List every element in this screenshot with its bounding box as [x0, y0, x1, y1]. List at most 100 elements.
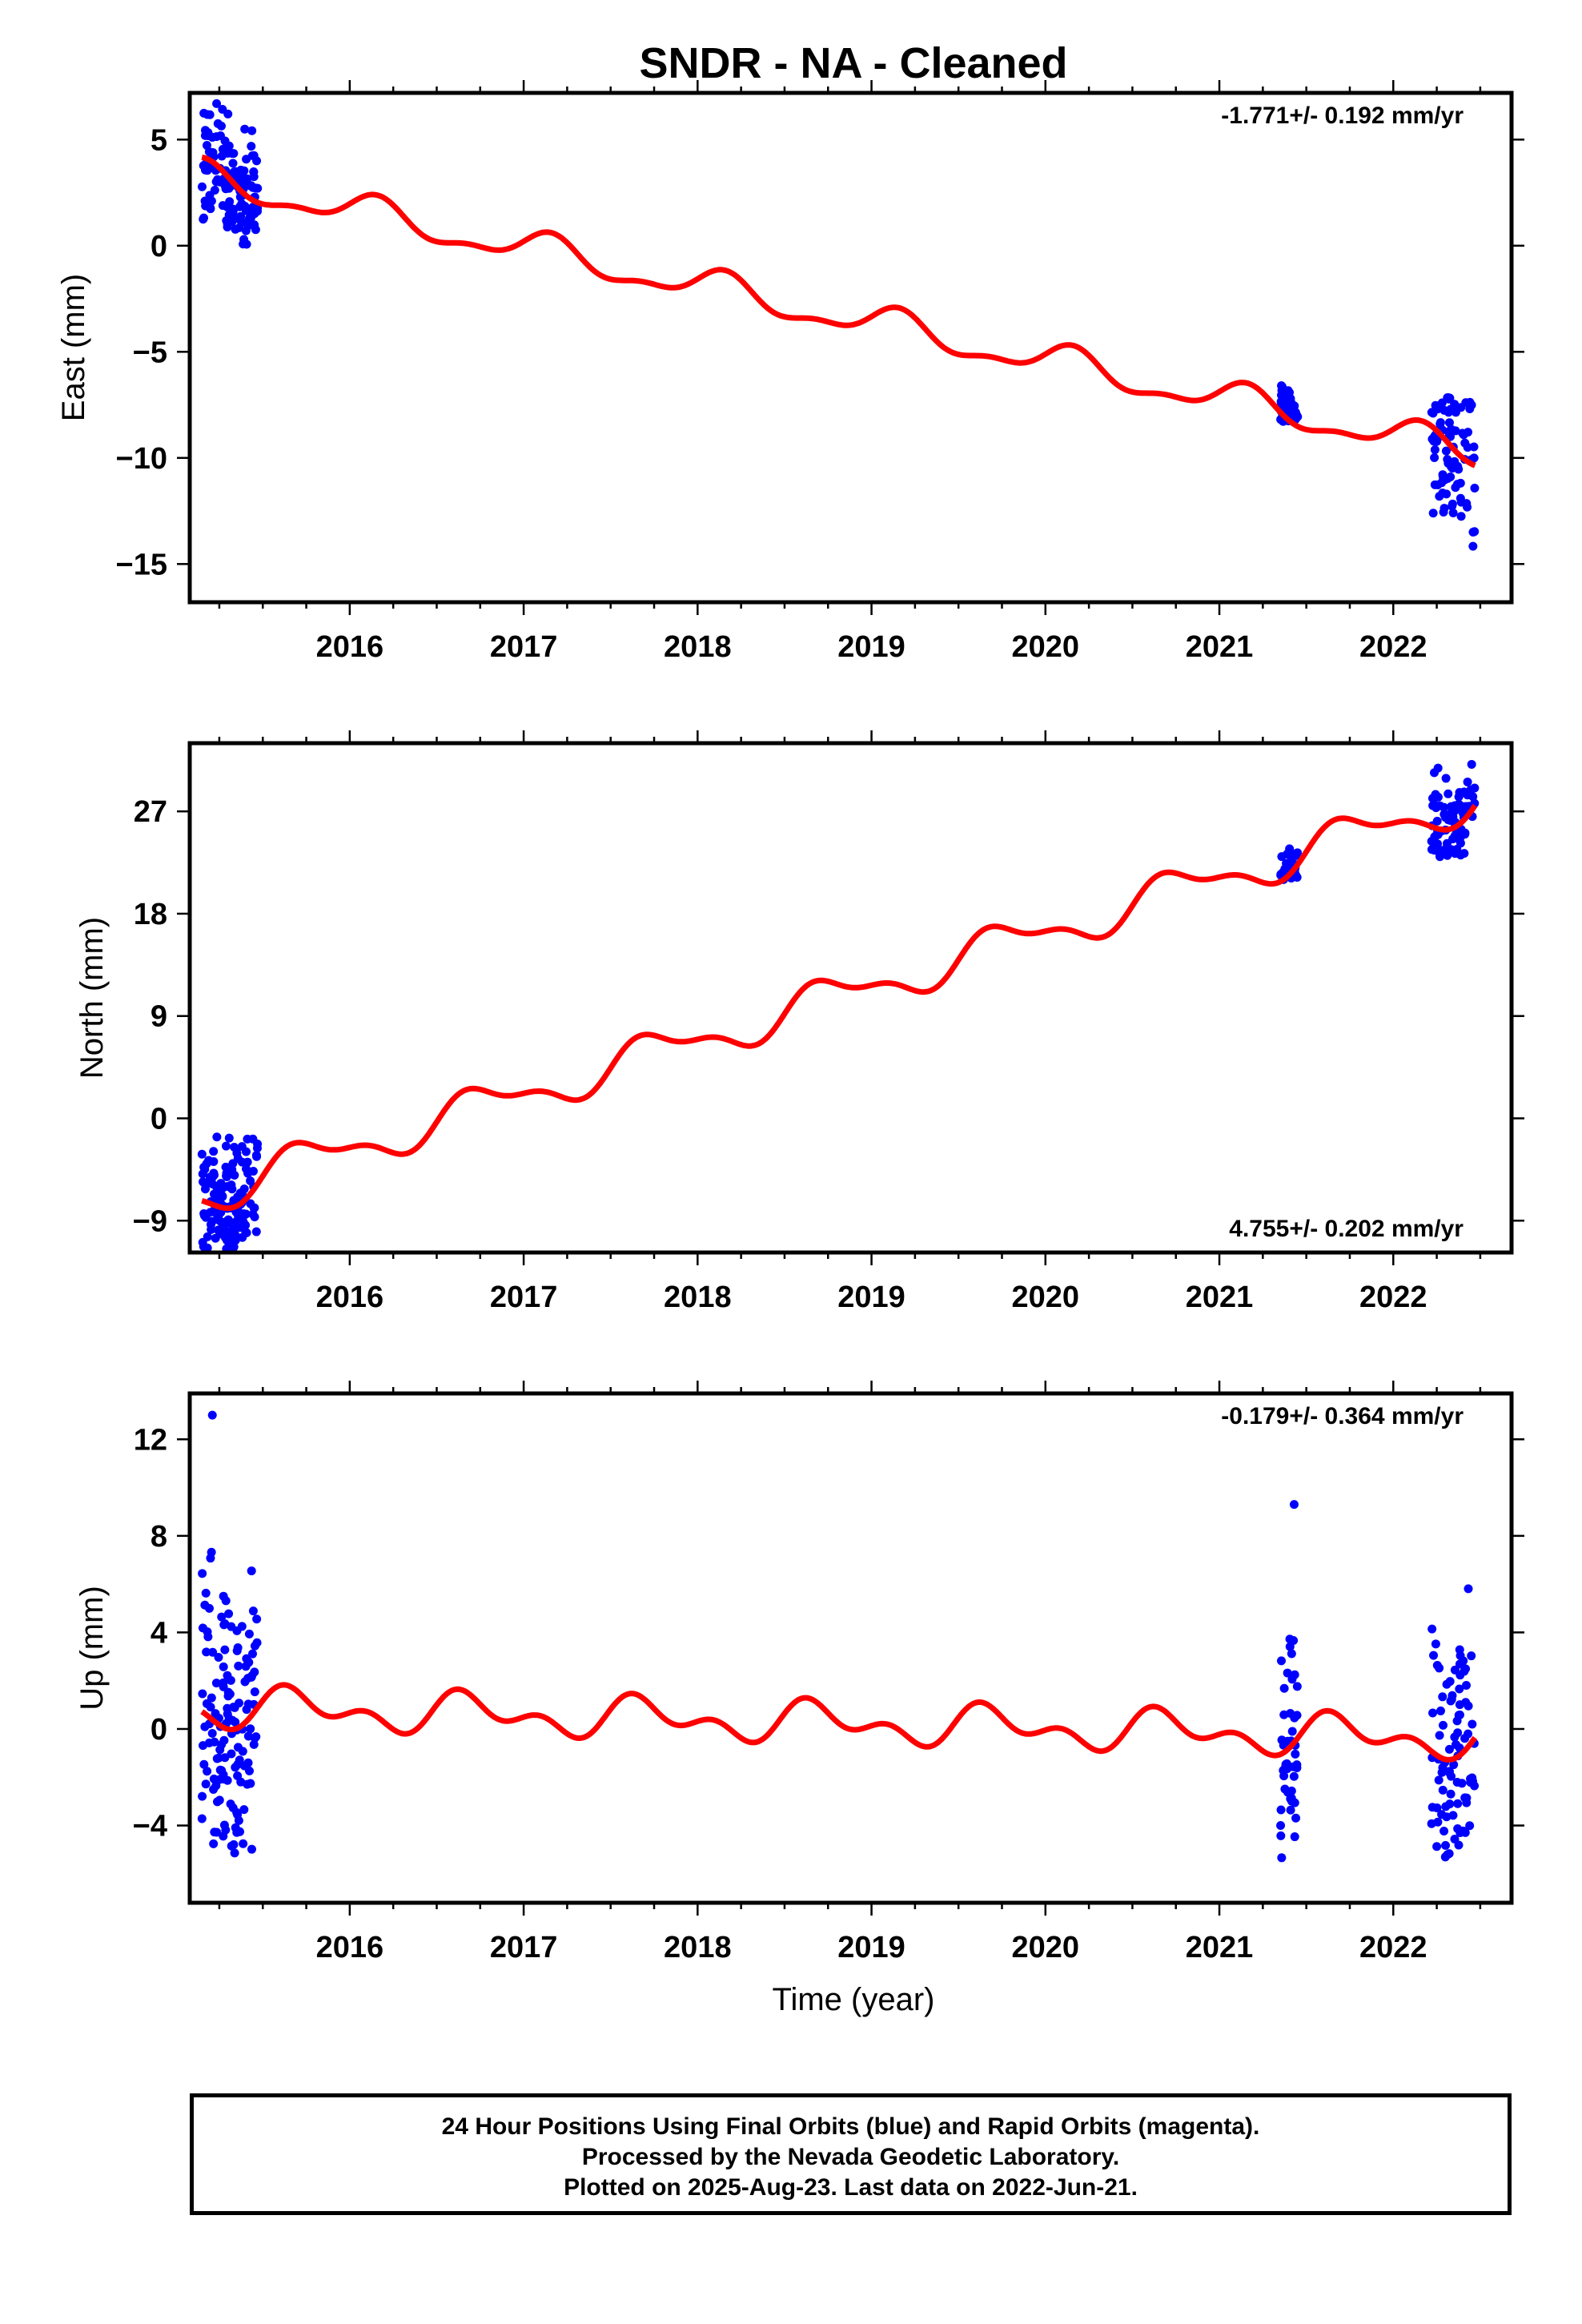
data-point [251, 1151, 261, 1160]
data-point [230, 1170, 239, 1180]
data-point [231, 224, 240, 234]
data-point [212, 1188, 222, 1198]
data-point [197, 1149, 207, 1159]
data-point [1435, 492, 1444, 501]
data-point [223, 109, 233, 119]
data-point [244, 214, 254, 223]
data-points [197, 759, 1480, 1252]
data-point [203, 1767, 212, 1776]
data-point [251, 225, 260, 235]
y-tick-label: 9 [151, 1000, 167, 1034]
y-tick-label: 8 [151, 1520, 167, 1554]
data-point [1443, 789, 1453, 798]
data-point [1291, 1749, 1300, 1759]
data-point [1439, 1826, 1449, 1835]
data-point [225, 197, 235, 207]
data-point [247, 151, 257, 160]
data-point [1285, 1642, 1295, 1651]
data-point [223, 219, 232, 229]
data-point [219, 1735, 229, 1745]
data-point [250, 1687, 259, 1697]
data-point [246, 1176, 255, 1185]
data-point [216, 121, 226, 131]
data-point [1429, 1651, 1439, 1660]
data-point [1443, 408, 1453, 417]
data-point [237, 1142, 247, 1152]
data-point [218, 144, 227, 154]
data-point [214, 1212, 223, 1222]
data-point [1455, 787, 1464, 797]
data-point [1286, 1794, 1295, 1803]
y-tick-label: 12 [134, 1423, 167, 1457]
panel-frame [187, 741, 1514, 1255]
data-point [246, 1724, 255, 1734]
data-point [207, 196, 216, 206]
data-point [209, 1156, 219, 1166]
data-point [1452, 480, 1462, 489]
data-point [206, 1703, 215, 1712]
y-tick-label: 4 [151, 1616, 167, 1650]
data-point [1279, 1771, 1289, 1781]
data-point [228, 159, 238, 168]
data-point [215, 1745, 225, 1755]
data-point [1468, 1776, 1477, 1786]
data-point [1432, 1842, 1442, 1852]
x-tick-label: 2016 [316, 1931, 384, 1964]
data-point [211, 1709, 220, 1719]
data-point [1456, 1651, 1465, 1660]
data-point [233, 1192, 243, 1201]
data-point [1448, 834, 1458, 844]
data-point [242, 1705, 251, 1715]
data-point [247, 1649, 257, 1659]
data-point [1289, 1771, 1299, 1781]
up-panel: 2016 2017 2018 2019 2020 2021 2022 12 8 4 0 −4 Up (m… [74, 1381, 1524, 1964]
y-tick-label: 0 [151, 1102, 167, 1136]
data-point [1432, 1661, 1442, 1671]
footer-line-3: Plotted on 2025-Aug-23. Last data on 202… [564, 2174, 1138, 2201]
data-point [223, 1215, 233, 1224]
data-point [215, 1765, 225, 1775]
data-point [1292, 1682, 1302, 1691]
data-point [212, 1827, 222, 1837]
data-point [215, 1775, 224, 1784]
data-point [1450, 1665, 1460, 1675]
data-point [1435, 1706, 1445, 1715]
data-point [1438, 1785, 1447, 1795]
data-point [1468, 1719, 1477, 1729]
data-point [1444, 1744, 1454, 1754]
data-point [221, 1232, 231, 1241]
data-point [1448, 1811, 1458, 1820]
y-tick-label: −15 [116, 548, 167, 581]
x-tick-label: 2018 [664, 630, 732, 664]
data-point [239, 1805, 249, 1815]
data-point [1447, 499, 1457, 509]
data-point [1441, 774, 1451, 783]
x-tick-label: 2019 [837, 1281, 905, 1314]
data-point [251, 1227, 261, 1236]
data-point [212, 99, 222, 108]
data-point [219, 1662, 228, 1671]
data-point [233, 1743, 243, 1752]
data-point [248, 1606, 258, 1616]
data-point [247, 1566, 256, 1576]
data-point [244, 1629, 254, 1638]
data-point [204, 1178, 214, 1188]
data-point [238, 167, 247, 176]
data-point [200, 1164, 210, 1174]
data-point [1443, 393, 1452, 403]
footer-caption-box: 24 Hour Positions Using Final Orbits (bl… [190, 2093, 1512, 2215]
data-point [224, 1133, 234, 1143]
data-point [231, 1224, 241, 1233]
data-point [225, 1689, 235, 1699]
data-point [208, 147, 218, 157]
model-fit-line [200, 1682, 1478, 1763]
data-point [1444, 1767, 1454, 1777]
data-point [217, 1612, 227, 1622]
data-point [252, 1614, 262, 1624]
x-tick-label: 2022 [1359, 630, 1427, 664]
data-point [1453, 1799, 1463, 1808]
data-point [1453, 461, 1463, 471]
data-point [1278, 399, 1287, 408]
data-point [213, 175, 223, 184]
